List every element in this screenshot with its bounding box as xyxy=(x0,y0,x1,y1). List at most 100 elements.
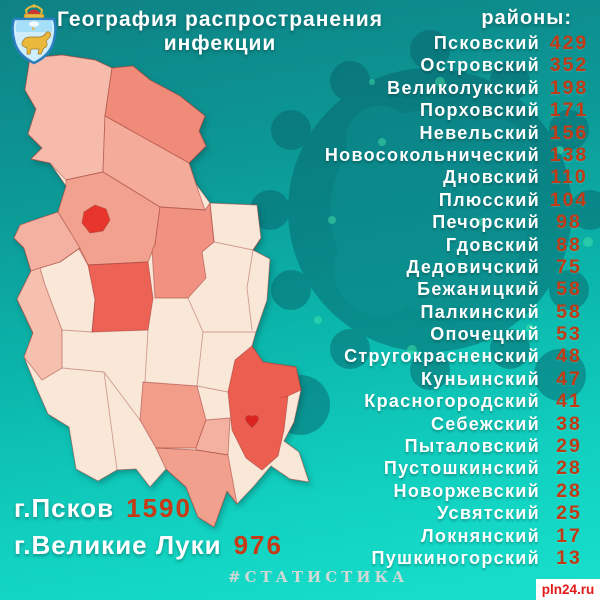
city-name: г.Великие Луки xyxy=(14,530,222,560)
district-value: 75 xyxy=(556,255,582,278)
district-row: Палкинский 58 xyxy=(288,301,598,323)
district-row: Пушкиногорский 13 xyxy=(288,547,598,569)
district-value: 88 xyxy=(556,233,582,256)
district-row: Печорский 98 xyxy=(288,211,598,233)
pskov-coat-of-arms-icon xyxy=(11,4,57,65)
city-name: г.Псков xyxy=(14,493,115,523)
district-row: Опочецкий 53 xyxy=(288,323,598,345)
city-totals: г.Псков 1590 г.Великие Луки 976 xyxy=(14,490,283,564)
district-row: Усвятский 25 xyxy=(288,502,598,524)
district-value: 28 xyxy=(556,457,582,480)
district-value: 48 xyxy=(556,345,582,368)
district-value: 47 xyxy=(556,367,582,390)
city-value: 1590 xyxy=(126,493,192,523)
district-name: Красногородский xyxy=(364,391,540,412)
district-row: Гдовский 88 xyxy=(288,234,598,256)
district-row: Себежский 38 xyxy=(288,413,598,435)
district-name: Бежаницкий xyxy=(417,279,540,300)
district-value: 38 xyxy=(556,412,582,435)
district-name: Гдовский xyxy=(445,234,540,255)
district-name: Новоржевский xyxy=(393,480,540,501)
district-pechorsky-shape xyxy=(13,211,81,272)
district-row: Дновский 110 xyxy=(288,166,598,188)
district-value: 110 xyxy=(550,166,588,189)
district-row: Новоржевский 28 xyxy=(288,480,598,502)
district-name: Палкинский xyxy=(420,301,540,322)
district-value: 41 xyxy=(556,390,582,413)
district-opochetsky-shape xyxy=(139,381,207,449)
district-row: Пыталовский 29 xyxy=(288,435,598,457)
district-name: Стругокрасненский xyxy=(344,346,540,367)
district-row: Дедовичский 75 xyxy=(288,256,598,278)
district-name: Себежский xyxy=(430,413,540,434)
district-value: 58 xyxy=(556,300,582,323)
district-name: Усвятский xyxy=(437,503,540,524)
district-porkhovsky-shape xyxy=(151,202,215,299)
district-row: Красногородский 41 xyxy=(288,390,598,412)
district-gdovsky-shape xyxy=(24,54,113,181)
city-row: г.Великие Луки 976 xyxy=(14,527,283,564)
district-name: Плюсский xyxy=(438,189,540,210)
district-list: Псковский 429 Островский 352 Великолукский 19… xyxy=(288,32,598,569)
district-row: Куньинский 47 xyxy=(288,368,598,390)
district-name: Дновский xyxy=(443,167,540,188)
district-name: Пыталовский xyxy=(404,436,540,457)
district-name: Невельский xyxy=(419,122,540,143)
district-name: Дедовичский xyxy=(406,256,540,277)
district-value: 13 xyxy=(556,546,582,569)
district-row: Плюсский 104 xyxy=(288,189,598,211)
district-row: Стругокрасненский 48 xyxy=(288,345,598,367)
district-value: 25 xyxy=(556,502,582,525)
district-row: Порховский 171 xyxy=(288,99,598,121)
pskov-city-marker xyxy=(81,204,111,234)
district-name: Локнянский xyxy=(420,525,540,546)
district-value: 29 xyxy=(556,435,582,458)
district-name: Новосокольнический xyxy=(324,144,540,165)
district-row: Островский 352 xyxy=(288,54,598,76)
district-value: 138 xyxy=(549,143,589,166)
district-row: Новосокольнический 138 xyxy=(288,144,598,166)
district-value: 171 xyxy=(549,99,589,122)
district-name: Пушкиногорский xyxy=(371,547,540,568)
district-value: 28 xyxy=(556,479,582,502)
district-value: 98 xyxy=(556,211,582,234)
region-map xyxy=(13,54,310,528)
district-row: Пустошкинский 28 xyxy=(288,457,598,479)
district-name: Печорский xyxy=(432,212,540,233)
district-row: Бежаницкий 58 xyxy=(288,278,598,300)
district-value: 429 xyxy=(549,32,589,54)
district-name: Псковский xyxy=(433,33,540,53)
velikie-luki-city-marker xyxy=(245,415,259,428)
hashtag-label: #СТАТИСТИКА xyxy=(228,568,409,586)
page-title: География распространения инфекции xyxy=(48,8,392,56)
district-name: Опочецкий xyxy=(430,324,540,345)
district-row: Невельский 156 xyxy=(288,122,598,144)
district-value: 156 xyxy=(549,121,589,144)
district-velikoluksky-shape xyxy=(227,345,302,471)
district-value: 352 xyxy=(549,54,589,77)
district-name: Великолукский xyxy=(387,77,540,98)
district-name: Порховский xyxy=(419,100,540,121)
district-value: 17 xyxy=(556,524,582,547)
district-value: 104 xyxy=(549,188,589,211)
district-list-panel: районы: Псковский 429 Островский 352 Великол… xyxy=(288,6,598,569)
title-line1: География распространения xyxy=(57,8,383,31)
district-name: Островский xyxy=(420,55,540,76)
title-line2: инфекции xyxy=(163,32,277,55)
district-name: Пустошкинский xyxy=(383,458,540,479)
district-value: 198 xyxy=(549,76,589,99)
district-nevelsky-shape xyxy=(155,447,238,528)
district-list-heading: районы: xyxy=(481,7,572,29)
district-ostrovsky-shape xyxy=(87,261,154,333)
city-value: 976 xyxy=(233,530,283,560)
city-row: г.Псков 1590 xyxy=(14,490,283,527)
district-row: Великолукский 198 xyxy=(288,77,598,99)
district-name: Куньинский xyxy=(420,368,540,389)
pln24-watermark: pln24.ru xyxy=(536,579,600,600)
district-value: 53 xyxy=(556,323,582,346)
district-pytalovsky-shape xyxy=(16,267,63,381)
district-row: Локнянский 17 xyxy=(288,525,598,547)
district-row: Псковский 429 xyxy=(288,32,598,54)
district-value: 58 xyxy=(556,278,582,301)
